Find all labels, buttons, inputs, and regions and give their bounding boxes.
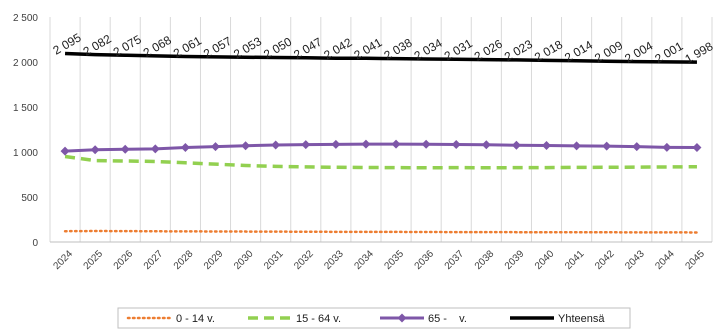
series-marker <box>241 141 251 151</box>
series-marker <box>301 140 311 150</box>
series-marker <box>421 139 431 149</box>
series-line-15-64-v <box>64 154 697 170</box>
x-tick-label: 2034 <box>352 248 376 272</box>
legend-label: Yhteensä <box>558 313 605 325</box>
series-lines <box>60 51 702 234</box>
series-marker <box>511 140 521 150</box>
series-marker <box>331 139 341 149</box>
x-tick-label: 2045 <box>683 248 707 272</box>
series-marker <box>90 145 100 155</box>
series-marker <box>361 139 371 149</box>
x-tick-label: 2042 <box>593 248 617 272</box>
y-tick-label: 1 000 <box>13 148 38 159</box>
series-marker <box>211 142 220 152</box>
series-line-0-14-v <box>63 229 699 234</box>
x-axis: 2024 2025 2026 2027 2028 2029 2030 2031 2032 2033… <box>50 241 712 272</box>
x-tick-label: 2043 <box>623 248 647 272</box>
x-tick-label: 2039 <box>503 248 527 272</box>
x-tick-label: 2029 <box>202 248 226 272</box>
x-tick-label: 2038 <box>473 248 497 272</box>
x-tick-label: 2040 <box>533 248 557 272</box>
y-tick-label: 0 <box>32 238 38 249</box>
y-tick-label: 500 <box>21 193 38 204</box>
y-tick-label: 2 500 <box>13 13 38 24</box>
y-tick-label: 1 500 <box>13 103 38 114</box>
series-marker <box>542 141 551 151</box>
x-tick-label: 2037 <box>443 248 467 272</box>
series-marker <box>481 140 491 150</box>
legend-marker <box>397 313 407 323</box>
series-marker <box>632 142 642 152</box>
legend-label: 0 - 14 v. <box>176 313 215 325</box>
legend-box <box>117 307 631 329</box>
x-tick-label: 2032 <box>292 248 316 272</box>
legend-label: 65 - v. <box>428 313 467 325</box>
x-tick-label: 2044 <box>653 248 677 272</box>
series-line-65-v <box>64 142 697 153</box>
x-tick-label: 2030 <box>232 248 256 272</box>
series-marker <box>692 143 702 152</box>
x-tick-label: 2041 <box>563 248 587 272</box>
series-marker <box>391 139 401 149</box>
series-marker <box>572 141 582 151</box>
series-marker <box>180 143 190 152</box>
series-marker <box>451 140 461 150</box>
series-marker <box>602 141 612 151</box>
x-tick-label: 2027 <box>142 248 166 272</box>
x-tick-label: 2028 <box>172 248 196 272</box>
legend-label: 15 - 64 v. <box>296 313 341 325</box>
x-tick-label: 2036 <box>413 248 437 272</box>
legend: 0 - 14 v. 15 - 64 v. 65 - v. Yhteensä <box>117 307 631 329</box>
series-marker <box>120 144 130 154</box>
series-marker <box>60 146 70 156</box>
x-tick-label: 2025 <box>82 248 106 272</box>
series-marker <box>150 144 160 154</box>
y-tick-label: 2 000 <box>13 58 38 69</box>
x-tick-label: 2026 <box>112 248 136 272</box>
series-marker <box>662 142 672 152</box>
x-tick-label: 2035 <box>383 248 407 272</box>
x-tick-label: 2024 <box>52 248 76 272</box>
data-label: 1 998 <box>682 39 715 66</box>
gridlines <box>49 17 713 242</box>
series-line-yhteens <box>64 51 697 64</box>
series-marker <box>271 140 281 150</box>
y-axis: 0 500 1 000 1 500 2 000 2 500 <box>13 13 38 249</box>
x-tick-label: 2033 <box>322 248 346 272</box>
x-tick-label: 2031 <box>262 248 286 272</box>
